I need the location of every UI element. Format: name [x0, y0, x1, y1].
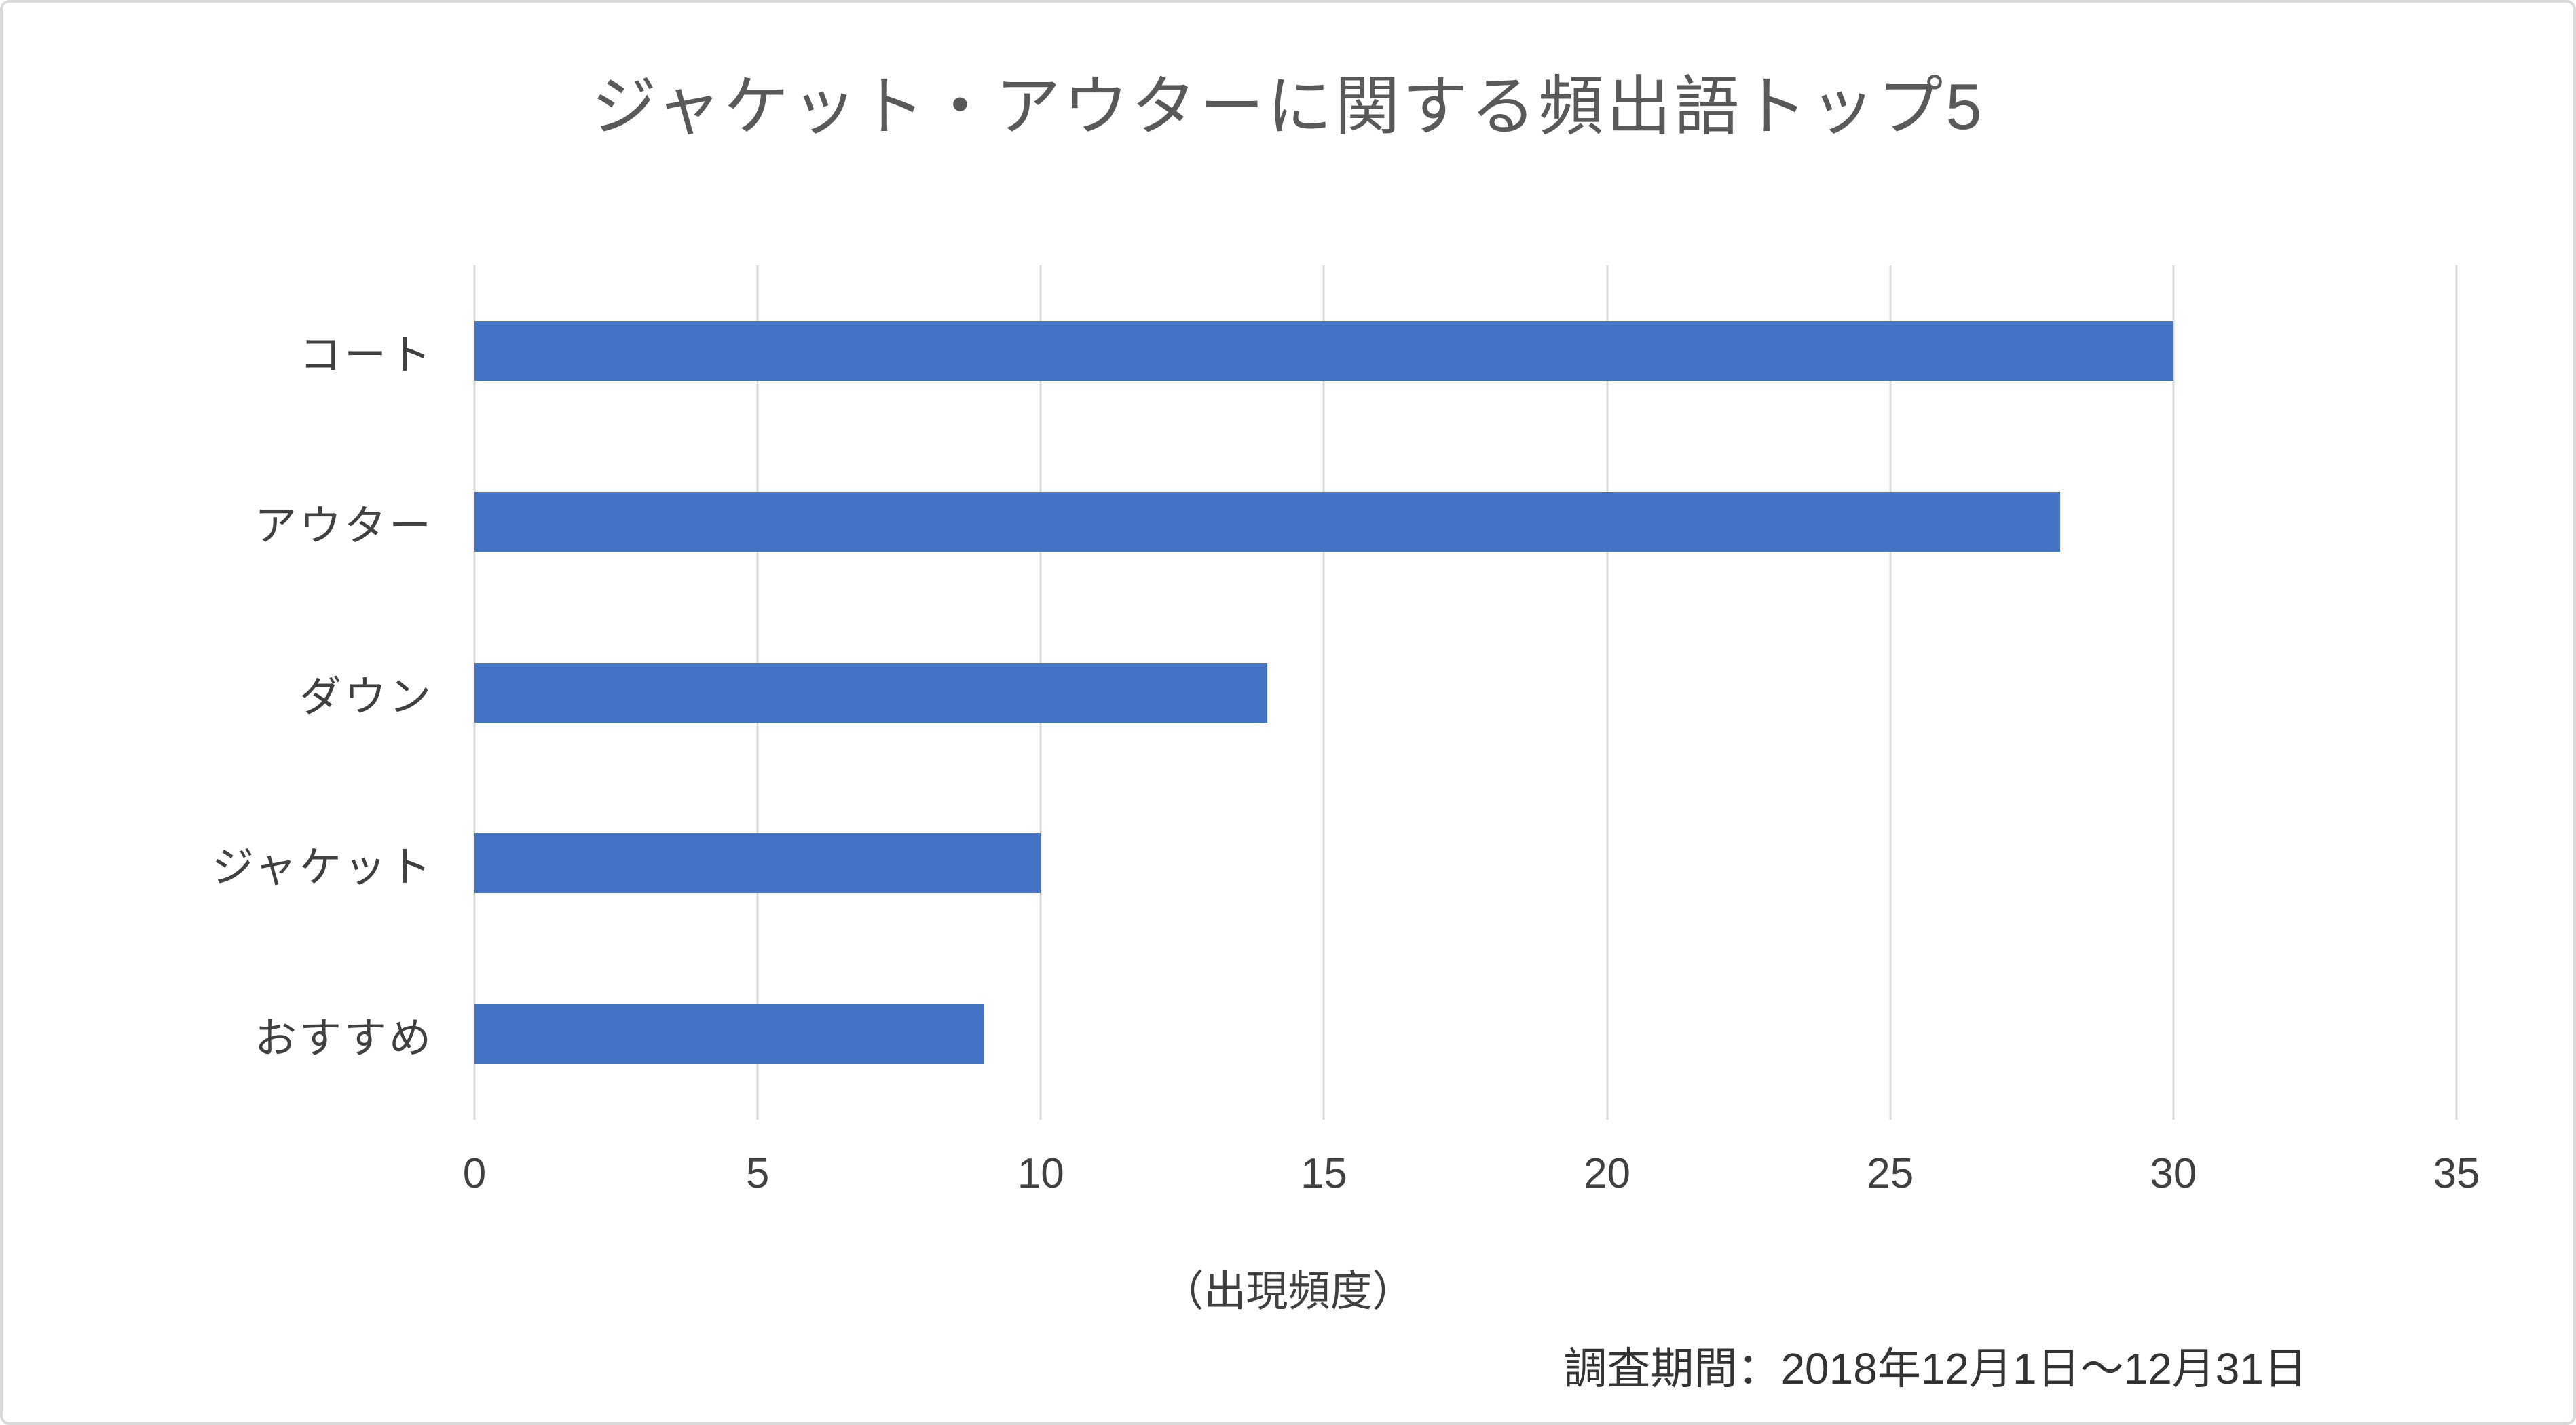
chart-title: ジャケット・アウターに関する頻出語トップ5 [591, 71, 1985, 143]
category-label: アウター [254, 502, 434, 550]
y-axis-category-labels: コートアウターダウンジャケットおすすめ [3, 265, 434, 1120]
gridline [1889, 265, 1892, 1120]
gridline [2455, 265, 2458, 1120]
survey-period-caption: 調査期間：2018年12月1日～12月31日 [1563, 1344, 2307, 1393]
plot-area [473, 265, 2458, 1120]
x-tick-label: 30 [2150, 1150, 2197, 1197]
category-label: ダウン [299, 673, 434, 721]
x-tick-label: 5 [745, 1150, 770, 1197]
category-label: おすすめ [254, 1015, 434, 1063]
bar-コート [474, 320, 2173, 381]
x-tick-label: 25 [1867, 1150, 1914, 1197]
bar-おすすめ [474, 1004, 984, 1065]
gridline [1606, 265, 1609, 1120]
gridline [2172, 265, 2175, 1120]
x-tick-label: 20 [1584, 1150, 1631, 1197]
x-tick-label: 15 [1300, 1150, 1347, 1197]
x-tick-label: 35 [2433, 1150, 2480, 1197]
category-label: ジャケット [212, 844, 434, 892]
bar-アウター [474, 491, 2060, 552]
bar-ダウン [474, 662, 1267, 723]
x-axis-tick-labels: 0 5 10 15 20 25 30 35 [463, 1150, 2480, 1204]
gridline [1322, 265, 1325, 1120]
x-axis-label: （出現頻度） [1161, 1268, 1415, 1315]
x-tick-label: 0 [462, 1150, 487, 1197]
bar-ジャケット [474, 833, 1041, 894]
x-tick-label: 10 [1017, 1150, 1064, 1197]
category-label: コート [299, 331, 434, 379]
